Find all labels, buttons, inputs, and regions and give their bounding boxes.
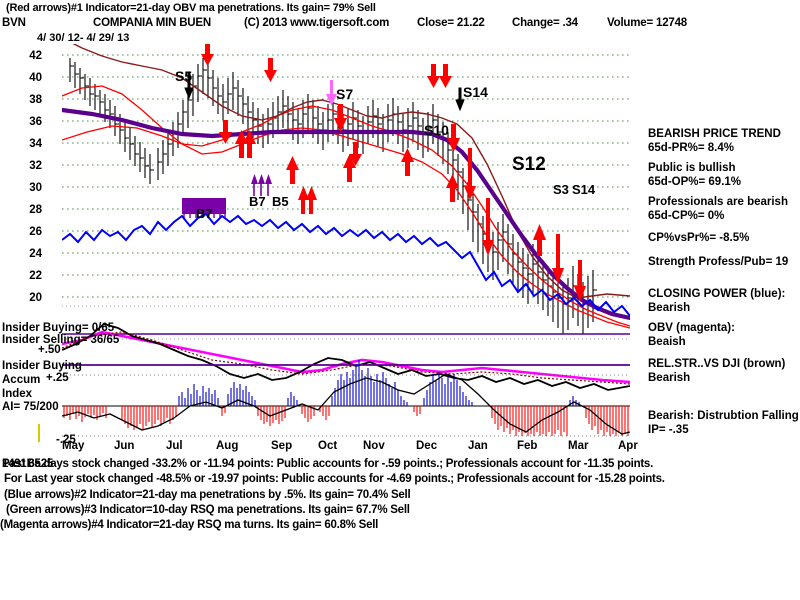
indicator2-caption: (Blue arrows)#2 Indicator=21-day ma pene… <box>4 489 411 501</box>
x-tick-oct: Oct <box>318 440 338 452</box>
x-tick-may: May <box>62 440 85 452</box>
relstr-value: Bearish <box>648 372 691 384</box>
x-tick-sep: Sep <box>271 440 293 452</box>
insider-buying-label: Insider Buying= 0/65 <box>2 322 115 334</box>
red-sell-arrows <box>201 44 586 302</box>
professional-sentiment: Professionals are bearish <box>648 196 788 208</box>
public-sentiment: Public is bullish <box>648 162 736 174</box>
price-change: Change= .34 <box>512 17 578 29</box>
accum-tick-minus25: -.25 <box>56 434 76 446</box>
closing-power-line <box>62 212 630 317</box>
obv-black-line <box>62 323 630 391</box>
magenta-sell-arrow <box>326 80 337 106</box>
copyright-notice: (C) 2013 www.tigersoft.com <box>244 17 390 29</box>
signal-label-s3: S3 <box>553 182 569 197</box>
signal-label-b7b: B7 <box>249 194 266 209</box>
obv-dotted-line <box>62 331 630 385</box>
indicator4-caption: (Magenta arrows)#4 Indicator=21-day RSQ … <box>0 519 379 531</box>
insider-selling-label: Insider Selling= 36/65 <box>2 334 120 346</box>
accum-title-line3: Index <box>2 388 33 400</box>
strength-prof-pub: Strength Profess/Pub= 19 <box>648 256 789 268</box>
y-tick-38: 38 <box>29 94 42 106</box>
public-op: 65d-OP%= 69.1% <box>648 176 742 188</box>
y-tick-32: 32 <box>29 160 42 172</box>
accum-gridlines <box>62 374 630 437</box>
y-tick-26: 26 <box>29 226 42 238</box>
x-tick-jun: Jun <box>114 440 135 452</box>
accum-negative-bars <box>63 406 629 436</box>
x-tick-dec: Dec <box>416 440 438 452</box>
signal-label-s7: S7 <box>336 86 354 102</box>
quote-header: BVN COMPANIA MIN BUEN (C) 2013 www.tiger… <box>2 17 687 29</box>
signal-label-s5: S5 <box>175 68 193 84</box>
accum-title-line2: Accum <box>2 374 41 386</box>
y-tick-28: 28 <box>29 204 42 216</box>
trend-pr: 65d-PR%= 8.4% <box>648 142 734 154</box>
price-chart-plot <box>62 44 630 439</box>
accum-title-line1: Insider Buying <box>2 360 82 372</box>
y-tick-40: 40 <box>29 72 42 84</box>
obv-value: Beaish <box>648 336 686 348</box>
y-tick-42: 42 <box>29 50 42 62</box>
x-tick-jul: Jul <box>166 440 183 452</box>
y-tick-20: 20 <box>29 292 42 304</box>
ticker-symbol: BVN <box>2 17 26 29</box>
signal-label-s14b: S14 <box>572 182 596 197</box>
signal-label-s14: S14 <box>463 84 488 100</box>
brown-ma-line <box>72 44 630 299</box>
red-buy-arrows <box>235 130 546 256</box>
month-x-axis: May Jun Jul Aug Sep Oct Nov Dec Jan Feb … <box>40 440 640 456</box>
x-tick-nov: Nov <box>363 440 385 452</box>
purple-buy-band <box>182 174 272 218</box>
signal-label-b7a: B7 <box>196 206 213 221</box>
x-tick-apr: Apr <box>618 440 638 452</box>
closing-power-title: CLOSING POWER (blue): <box>648 288 786 300</box>
bearish-note: Bearish: Distrubtion Falling <box>648 410 799 422</box>
x-tick-jan: Jan <box>468 440 488 452</box>
close-price: Close= 21.22 <box>417 17 485 29</box>
accum-index-value: AI= 75/200 <box>2 401 59 413</box>
professional-cp: 65d-CP%= 0% <box>648 210 725 222</box>
last-year-summary: For Last year stock changed -48.5% or -1… <box>4 473 665 485</box>
cp-vs-pr: CP%vsPr%= -8.5% <box>648 232 750 244</box>
price-y-axis: 42 40 38 36 34 32 30 28 26 24 22 20 <box>0 44 58 304</box>
midpanel-gridlines <box>62 305 630 340</box>
y-tick-34: 34 <box>29 138 42 150</box>
y-tick-24: 24 <box>29 248 42 260</box>
x-tick-aug: Aug <box>216 440 239 452</box>
obv-moving-average <box>62 107 630 321</box>
overlap-artifact-text: 1491Ba25 <box>2 458 54 470</box>
black-sell-arrows <box>184 71 465 112</box>
relstr-title: REL.STR..VS DJI (brown) <box>648 358 786 370</box>
signal-label-s12: S12 <box>512 154 546 175</box>
chart-svg <box>62 44 630 437</box>
closing-power-value: Bearish <box>648 302 691 314</box>
accum-positive-bars <box>178 360 580 406</box>
x-tick-feb: Feb <box>517 440 538 452</box>
signal-label-s10: S10 <box>424 122 449 138</box>
indicator3-caption: (Green arrows)#3 Indicator=10-day RSQ ma… <box>6 504 410 516</box>
indicator1-caption: (Red arrows)#1 Indicator=21-day OBV ma p… <box>6 2 376 14</box>
axis-origin-tick <box>38 424 40 442</box>
company-name: COMPANIA MIN BUEN <box>93 17 211 29</box>
accum-smoothed-line <box>62 373 630 435</box>
y-tick-36: 36 <box>29 116 42 128</box>
y-tick-30: 30 <box>29 182 42 194</box>
accum-tick-plus50: +.50 <box>38 344 61 356</box>
volume-value: Volume= 12748 <box>607 17 687 29</box>
accum-tick-plus25: +.25 <box>46 372 69 384</box>
y-tick-22: 22 <box>29 270 42 282</box>
red-band-lines <box>62 85 630 329</box>
past-65-days-summary: Past 65 days stock changed -33.2% or -11… <box>2 458 654 470</box>
ip-value: IP= -.35 <box>648 424 689 436</box>
date-range-label: 4/ 30/ 12- 4/ 29/ 13 <box>37 32 130 44</box>
trend-title: BEARISH PRICE TREND <box>648 128 781 140</box>
obv-title: OBV (magenta): <box>648 322 735 334</box>
signal-label-b5: B5 <box>272 194 289 209</box>
x-tick-mar: Mar <box>568 440 589 452</box>
